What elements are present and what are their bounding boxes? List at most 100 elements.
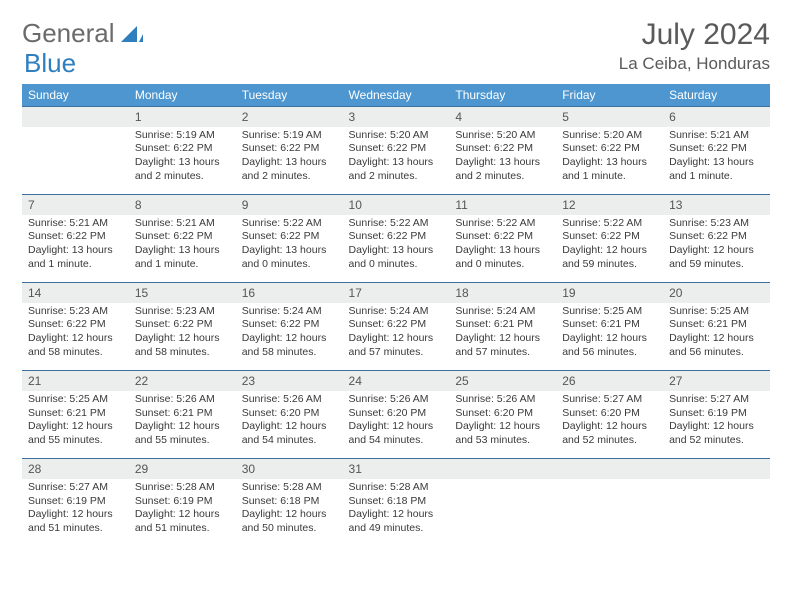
sunset-text: Sunset: 6:21 PM	[455, 318, 550, 332]
day-number: 10	[343, 195, 450, 215]
sunrise-text: Sunrise: 5:28 AM	[242, 481, 337, 495]
daylight-text: Daylight: 12 hours and 52 minutes.	[562, 420, 657, 447]
daylight-text: Daylight: 12 hours and 58 minutes.	[28, 332, 123, 359]
day-number-row: 14151617181920	[22, 283, 770, 303]
day-cell: Sunrise: 5:19 AMSunset: 6:22 PMDaylight:…	[236, 127, 343, 195]
sunset-text: Sunset: 6:20 PM	[242, 407, 337, 421]
logo: General	[22, 18, 145, 49]
day-cell: Sunrise: 5:23 AMSunset: 6:22 PMDaylight:…	[129, 303, 236, 371]
day-cell	[556, 479, 663, 547]
sunset-text: Sunset: 6:22 PM	[242, 230, 337, 244]
sunset-text: Sunset: 6:21 PM	[135, 407, 230, 421]
sunset-text: Sunset: 6:19 PM	[669, 407, 764, 421]
day-cell: Sunrise: 5:24 AMSunset: 6:22 PMDaylight:…	[343, 303, 450, 371]
daylight-text: Daylight: 13 hours and 1 minute.	[562, 156, 657, 183]
daylight-text: Daylight: 12 hours and 57 minutes.	[349, 332, 444, 359]
day-number: 14	[22, 283, 129, 303]
sunrise-text: Sunrise: 5:27 AM	[562, 393, 657, 407]
sunrise-text: Sunrise: 5:23 AM	[28, 305, 123, 319]
day-number: 4	[449, 107, 556, 127]
sunrise-text: Sunrise: 5:19 AM	[135, 129, 230, 143]
weekday-header: Sunday	[22, 84, 129, 107]
sunset-text: Sunset: 6:22 PM	[135, 318, 230, 332]
sunrise-text: Sunrise: 5:28 AM	[349, 481, 444, 495]
sunset-text: Sunset: 6:22 PM	[242, 318, 337, 332]
day-number: 23	[236, 371, 343, 391]
day-content-row: Sunrise: 5:25 AMSunset: 6:21 PMDaylight:…	[22, 391, 770, 459]
sunset-text: Sunset: 6:20 PM	[562, 407, 657, 421]
sunrise-text: Sunrise: 5:23 AM	[669, 217, 764, 231]
day-cell: Sunrise: 5:28 AMSunset: 6:18 PMDaylight:…	[236, 479, 343, 547]
day-number: 30	[236, 459, 343, 479]
day-number: 25	[449, 371, 556, 391]
day-number: 26	[556, 371, 663, 391]
day-number: 28	[22, 459, 129, 479]
location: La Ceiba, Honduras	[619, 54, 770, 74]
day-cell: Sunrise: 5:28 AMSunset: 6:19 PMDaylight:…	[129, 479, 236, 547]
day-content-row: Sunrise: 5:27 AMSunset: 6:19 PMDaylight:…	[22, 479, 770, 547]
daylight-text: Daylight: 13 hours and 0 minutes.	[455, 244, 550, 271]
day-cell: Sunrise: 5:20 AMSunset: 6:22 PMDaylight:…	[556, 127, 663, 195]
day-cell: Sunrise: 5:21 AMSunset: 6:22 PMDaylight:…	[663, 127, 770, 195]
day-number: 3	[343, 107, 450, 127]
day-cell: Sunrise: 5:23 AMSunset: 6:22 PMDaylight:…	[663, 215, 770, 283]
calendar-table: Sunday Monday Tuesday Wednesday Thursday…	[22, 84, 770, 547]
sunrise-text: Sunrise: 5:22 AM	[562, 217, 657, 231]
day-number	[22, 107, 129, 127]
day-number-row: 28293031	[22, 459, 770, 479]
daylight-text: Daylight: 13 hours and 2 minutes.	[242, 156, 337, 183]
day-number: 17	[343, 283, 450, 303]
daylight-text: Daylight: 12 hours and 58 minutes.	[242, 332, 337, 359]
weekday-header: Thursday	[449, 84, 556, 107]
sunrise-text: Sunrise: 5:22 AM	[242, 217, 337, 231]
day-cell: Sunrise: 5:19 AMSunset: 6:22 PMDaylight:…	[129, 127, 236, 195]
sunrise-text: Sunrise: 5:24 AM	[242, 305, 337, 319]
sunset-text: Sunset: 6:19 PM	[135, 495, 230, 509]
day-number: 6	[663, 107, 770, 127]
month-year: July 2024	[619, 18, 770, 52]
daylight-text: Daylight: 13 hours and 2 minutes.	[455, 156, 550, 183]
sunset-text: Sunset: 6:22 PM	[349, 318, 444, 332]
daylight-text: Daylight: 12 hours and 49 minutes.	[349, 508, 444, 535]
sunrise-text: Sunrise: 5:22 AM	[349, 217, 444, 231]
day-content-row: Sunrise: 5:21 AMSunset: 6:22 PMDaylight:…	[22, 215, 770, 283]
day-number: 29	[129, 459, 236, 479]
day-cell: Sunrise: 5:26 AMSunset: 6:20 PMDaylight:…	[236, 391, 343, 459]
weekday-header: Wednesday	[343, 84, 450, 107]
logo-text-blue: Blue	[24, 48, 76, 79]
day-number: 21	[22, 371, 129, 391]
day-number: 12	[556, 195, 663, 215]
daylight-text: Daylight: 13 hours and 2 minutes.	[349, 156, 444, 183]
day-number: 18	[449, 283, 556, 303]
weekday-header: Friday	[556, 84, 663, 107]
sunset-text: Sunset: 6:22 PM	[669, 230, 764, 244]
sunset-text: Sunset: 6:22 PM	[455, 230, 550, 244]
day-cell	[22, 127, 129, 195]
sunset-text: Sunset: 6:22 PM	[242, 142, 337, 156]
weekday-header: Monday	[129, 84, 236, 107]
sunset-text: Sunset: 6:18 PM	[242, 495, 337, 509]
sunrise-text: Sunrise: 5:24 AM	[455, 305, 550, 319]
sunrise-text: Sunrise: 5:23 AM	[135, 305, 230, 319]
sunset-text: Sunset: 6:21 PM	[28, 407, 123, 421]
weekday-header: Tuesday	[236, 84, 343, 107]
daylight-text: Daylight: 13 hours and 2 minutes.	[135, 156, 230, 183]
sunrise-text: Sunrise: 5:20 AM	[562, 129, 657, 143]
sunset-text: Sunset: 6:22 PM	[135, 230, 230, 244]
day-number: 31	[343, 459, 450, 479]
day-number	[556, 459, 663, 479]
daylight-text: Daylight: 12 hours and 57 minutes.	[455, 332, 550, 359]
day-cell: Sunrise: 5:24 AMSunset: 6:22 PMDaylight:…	[236, 303, 343, 371]
sunrise-text: Sunrise: 5:22 AM	[455, 217, 550, 231]
day-cell: Sunrise: 5:23 AMSunset: 6:22 PMDaylight:…	[22, 303, 129, 371]
day-cell: Sunrise: 5:26 AMSunset: 6:20 PMDaylight:…	[343, 391, 450, 459]
day-number	[663, 459, 770, 479]
day-number: 7	[22, 195, 129, 215]
sunrise-text: Sunrise: 5:21 AM	[135, 217, 230, 231]
daylight-text: Daylight: 13 hours and 0 minutes.	[242, 244, 337, 271]
day-number: 20	[663, 283, 770, 303]
sunrise-text: Sunrise: 5:21 AM	[669, 129, 764, 143]
sunrise-text: Sunrise: 5:21 AM	[28, 217, 123, 231]
sunrise-text: Sunrise: 5:20 AM	[349, 129, 444, 143]
day-cell: Sunrise: 5:24 AMSunset: 6:21 PMDaylight:…	[449, 303, 556, 371]
